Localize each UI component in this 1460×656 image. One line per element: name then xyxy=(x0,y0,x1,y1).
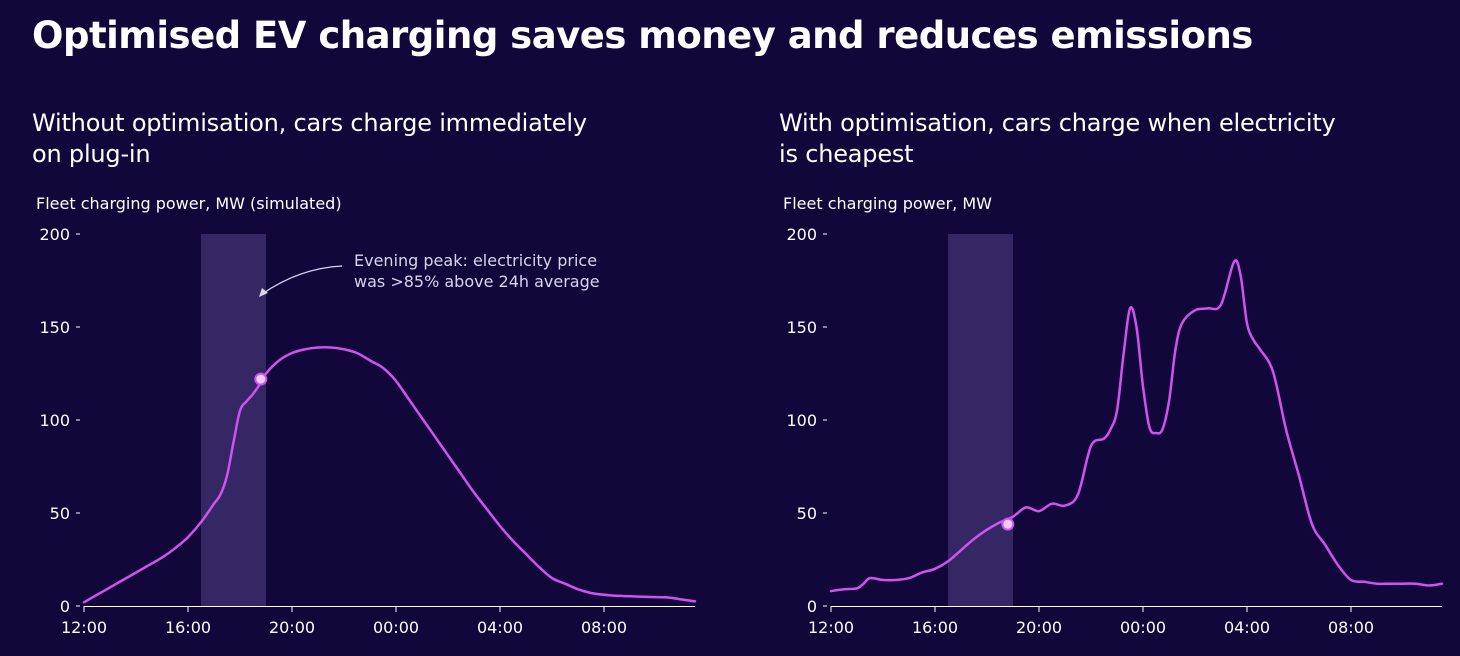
x-tick-label: 12:00 xyxy=(61,618,107,637)
annotation-text: Evening peak: electricity price xyxy=(354,251,597,270)
annotation-arrow xyxy=(261,265,343,295)
chart-unoptimised: Fleet charging power, MW (simulated) 0 50… xyxy=(36,194,697,637)
y-tick-label: 100 xyxy=(786,411,817,430)
x-tick-label: 20:00 xyxy=(269,618,315,637)
evening-peak-shading xyxy=(948,234,1013,606)
y-axis-label: Fleet charging power, MW xyxy=(783,194,992,213)
x-tick-label: 08:00 xyxy=(1328,618,1374,637)
x-tick-label: 08:00 xyxy=(581,618,627,637)
evening-peak-shading xyxy=(201,234,266,606)
x-tick-label: 16:00 xyxy=(165,618,211,637)
x-tick-label: 04:00 xyxy=(477,618,523,637)
annotation-text: was >85% above 24h average xyxy=(354,272,600,291)
x-tick-label: 12:00 xyxy=(808,618,854,637)
x-tick-label: 04:00 xyxy=(1224,618,1270,637)
y-tick-label: 50 xyxy=(797,504,817,523)
series-line-fleet-power xyxy=(82,346,697,604)
x-tick-label: 20:00 xyxy=(1016,618,1062,637)
annotation-arrowhead-icon xyxy=(259,288,268,297)
y-tick-label: 0 xyxy=(60,597,70,616)
x-tick-label: 00:00 xyxy=(1120,618,1166,637)
y-axis-label: Fleet charging power, MW (simulated) xyxy=(36,194,342,213)
y-tick-label: 100 xyxy=(39,411,70,430)
y-tick-label: 200 xyxy=(39,225,70,244)
series-line-fleet-power xyxy=(829,259,1444,593)
y-tick-label: 200 xyxy=(786,225,817,244)
y-tick-label: 150 xyxy=(39,318,70,337)
x-tick-label: 00:00 xyxy=(373,618,419,637)
chart-panel-unoptimised: Without optimisation, cars charge immedi… xyxy=(0,0,700,656)
chart-subtitle: Without optimisation, cars charge immedi… xyxy=(32,109,587,168)
chart-panel-optimised: With optimisation, cars charge when elec… xyxy=(747,0,1447,656)
y-tick-label: 150 xyxy=(786,318,817,337)
y-tick-label: 0 xyxy=(807,597,817,616)
peak-marker-point xyxy=(1001,517,1015,531)
chart-subtitle: With optimisation, cars charge when elec… xyxy=(779,109,1336,168)
peak-marker-point xyxy=(254,372,268,386)
x-tick-label: 16:00 xyxy=(912,618,958,637)
chart-optimised: Fleet charging power, MW 0 50 100 150 200 12… xyxy=(783,194,1444,637)
y-tick-label: 50 xyxy=(50,504,70,523)
page-title: Optimised EV charging saves money and re… xyxy=(32,14,1253,57)
